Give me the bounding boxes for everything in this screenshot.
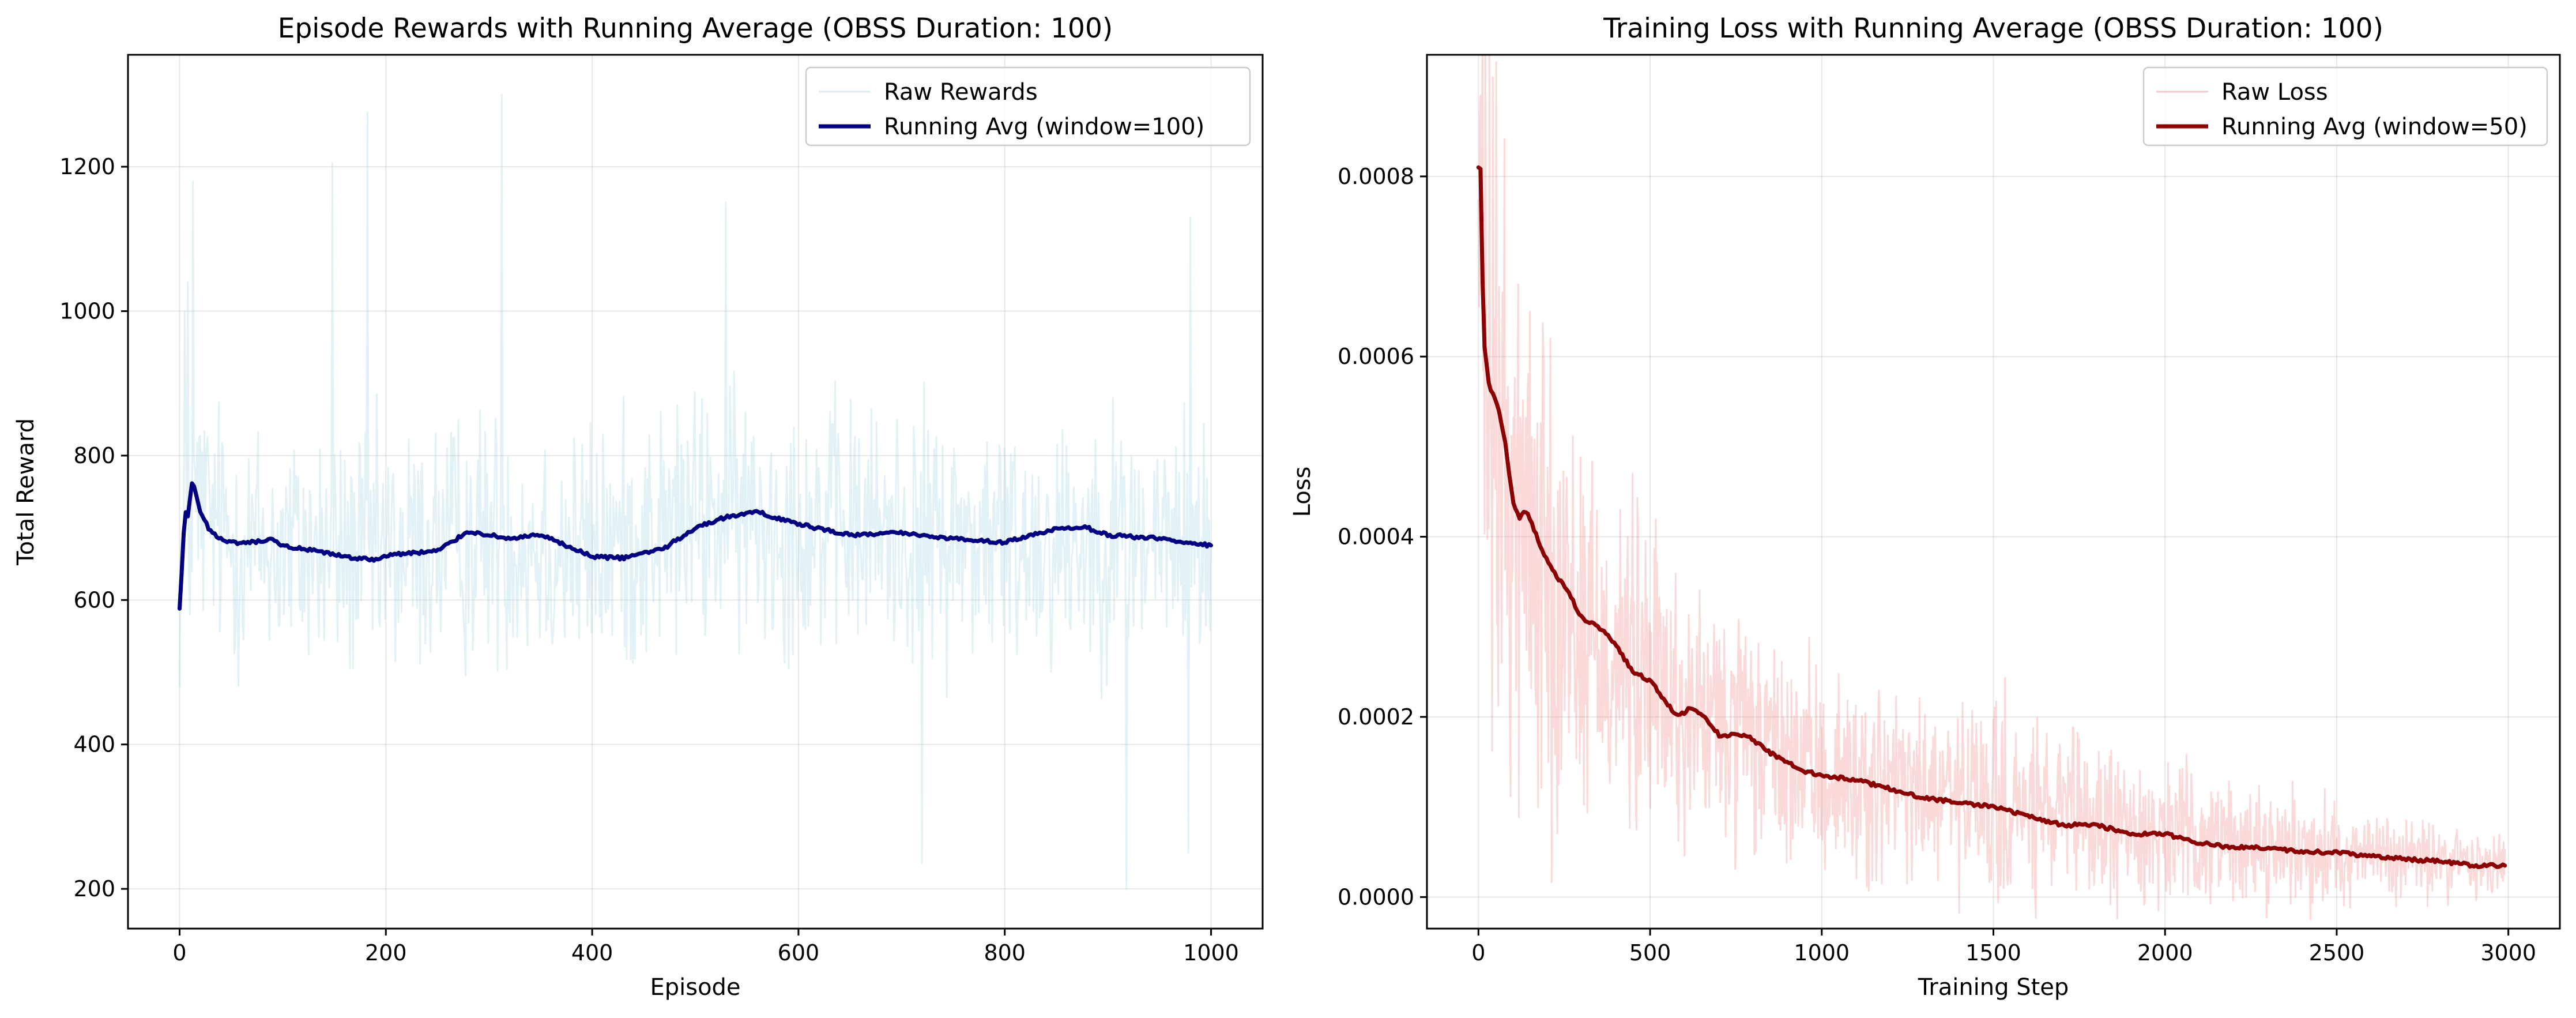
y-tick-label: 0.0008 [1338,164,1414,189]
legend-label: Raw Rewards [884,79,1038,106]
legend-label: Running Avg (window=50) [2221,114,2528,140]
x-tick-label: 0 [1471,940,1485,966]
x-tick-label: 0 [172,940,186,966]
x-axis-label: Episode [650,974,740,1001]
rewards-chart: 0 200 400 600 800 1000 200 400 600 800 1000 1200 Epi… [13,13,1264,1001]
y-tick-label: 1200 [59,154,115,179]
x-tick-label: 1500 [1965,940,2021,966]
loss-chart-title: Training Loss with Running Average (OBSS… [1603,13,2383,44]
legend-box [2142,66,2548,146]
rewards-plot-area [178,93,1213,890]
y-tick-label: 0.0006 [1338,344,1414,369]
loss-plot-area [1476,55,2507,921]
y-axis-label: Loss [1289,467,1316,517]
loss-grid [1427,55,2560,929]
loss-legend: Raw Loss Running Avg (window=50) [2142,66,2548,146]
legend-label: Running Avg (window=100) [884,114,1204,140]
y-tick-label: 600 [73,587,115,613]
rewards-legend: Raw Rewards Running Avg (window=100) [805,66,1251,146]
x-tick-label: 2500 [2309,940,2365,966]
x-tick-label: 600 [778,940,820,966]
x-tick-label: 200 [365,940,407,966]
rewards-axes-frame [127,54,1264,930]
y-axis-label: Total Reward [13,418,39,566]
x-tick-label: 800 [984,940,1026,966]
x-tick-label: 1000 [1183,940,1239,966]
rewards-chart-title: Episode Rewards with Running Average (OB… [278,13,1113,44]
legend-box [805,66,1251,146]
x-tick-label: 1000 [1794,940,1850,966]
series-line-raw [179,93,1212,890]
y-tick-label: 200 [73,876,115,901]
x-tick-label: 2000 [2137,940,2193,966]
series-line-running-avg [178,481,1213,611]
loss-chart: 0 500 1000 1500 2000 2500 3000 0.0000 0.0002 0.00… [1289,13,2561,1001]
legend-label: Raw Loss [2221,79,2328,106]
y-tick-label: 800 [73,443,115,468]
series-line-raw [1477,55,2506,921]
x-tick-label: 400 [571,940,613,966]
rewards-grid [128,55,1263,929]
y-tick-label: 0.0004 [1338,524,1414,550]
y-tick-label: 1000 [59,298,115,324]
x-tick-label: 3000 [2480,940,2536,966]
series-line-running-avg [1476,165,2507,869]
x-tick-label: 500 [1629,940,1671,966]
y-tick-label: 400 [73,732,115,757]
y-tick-label: 0.0000 [1338,884,1414,910]
y-tick-label: 0.0002 [1338,704,1414,730]
x-axis-label: Training Step [1918,974,2069,1001]
